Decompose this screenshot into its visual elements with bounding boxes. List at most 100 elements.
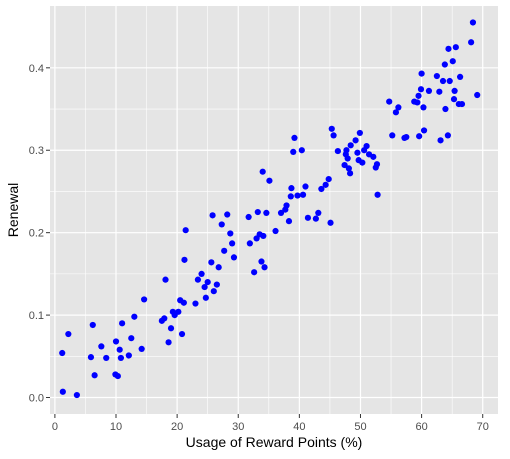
x-tick-label: 10 [110,421,122,433]
data-point [370,153,377,160]
data-point [439,77,447,85]
data-point [229,240,236,247]
data-point [294,192,301,199]
data-point [114,372,121,380]
data-point [304,214,312,221]
data-point [251,269,258,276]
data-point [283,202,290,209]
data-point [347,142,354,149]
data-point [266,177,273,184]
data-point [433,72,440,80]
x-tick-label: 60 [415,421,427,433]
data-point [322,181,329,188]
data-point [65,330,72,338]
data-point [230,254,238,261]
data-point [202,294,209,301]
data-point [192,300,199,307]
data-point [469,19,477,26]
data-point [116,346,123,353]
data-point [474,91,481,99]
data-point [352,137,359,144]
data-point [325,175,332,183]
plot-panel [50,6,498,414]
data-point [468,39,475,46]
data-point [73,391,80,399]
y-tick-label: 0.1 [29,310,44,322]
data-point [165,339,172,346]
data-point [180,299,187,306]
data-point [103,354,110,362]
data-point [341,161,348,169]
data-point [298,147,305,154]
data-point [425,87,433,94]
data-point [215,264,222,271]
data-point [315,209,322,216]
data-point [245,213,252,221]
data-point [263,209,270,216]
data-point [363,143,370,150]
data-point [201,283,208,291]
data-point [125,352,132,359]
data-points [59,19,481,399]
data-point [218,221,225,228]
data-point [414,99,421,106]
data-point [59,388,66,395]
data-point [446,77,453,85]
data-point [437,137,444,144]
data-point [354,149,361,156]
data-point [457,73,464,80]
x-tick-label: 70 [477,421,489,433]
y-axis-title: Renewal [5,183,21,237]
y-tick-label: 0.3 [29,145,44,157]
data-point [416,133,423,140]
data-point [327,219,334,226]
data-point [345,165,352,172]
y-axis-ticks: 0.0 0.1 0.2 0.3 0.4 [29,63,50,405]
data-point [328,125,335,132]
data-point [373,161,381,168]
data-point [277,209,285,216]
data-point [178,330,186,338]
data-point [343,147,350,154]
data-point [436,88,443,95]
data-point [128,335,135,342]
x-tick-label: 0 [52,421,58,433]
data-point [386,98,393,105]
data-point [418,70,425,77]
data-point [272,227,279,235]
data-point [161,315,168,322]
data-point [290,148,297,155]
data-point [167,325,175,332]
data-point [346,170,354,177]
data-point [112,338,120,345]
data-point [260,232,267,240]
y-tick-label: 0.4 [29,63,44,75]
data-point [227,230,234,237]
data-point [330,132,337,139]
data-point [87,354,95,361]
data-point [359,159,366,166]
data-point [420,104,427,111]
data-point [458,100,466,108]
x-axis-title: Usage of Reward Points (%) [186,434,363,450]
data-point [302,183,309,190]
data-point [395,104,402,111]
data-point [318,185,325,193]
data-point [449,58,456,65]
data-point [258,258,265,265]
y-tick-label: 0.2 [29,228,44,240]
data-point [312,215,319,222]
y-tick-label: 0.0 [29,393,44,405]
data-point [417,86,425,93]
data-point [89,321,96,329]
data-point [389,132,396,139]
data-point [403,133,410,141]
data-point [91,372,98,379]
data-point [442,105,449,113]
data-point [221,247,228,254]
data-point [441,61,448,68]
data-point [392,109,400,116]
data-point [334,147,341,155]
data-point [131,313,138,320]
